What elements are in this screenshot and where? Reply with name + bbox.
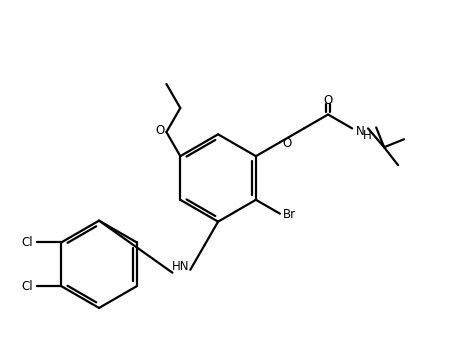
Text: HN: HN xyxy=(171,260,189,273)
Text: N: N xyxy=(356,125,365,138)
Text: H: H xyxy=(363,129,372,142)
Text: O: O xyxy=(282,137,291,150)
Text: Cl: Cl xyxy=(22,236,33,249)
Text: O: O xyxy=(156,124,165,137)
Text: Br: Br xyxy=(284,208,296,221)
Text: Cl: Cl xyxy=(22,280,33,293)
Text: O: O xyxy=(324,94,333,107)
